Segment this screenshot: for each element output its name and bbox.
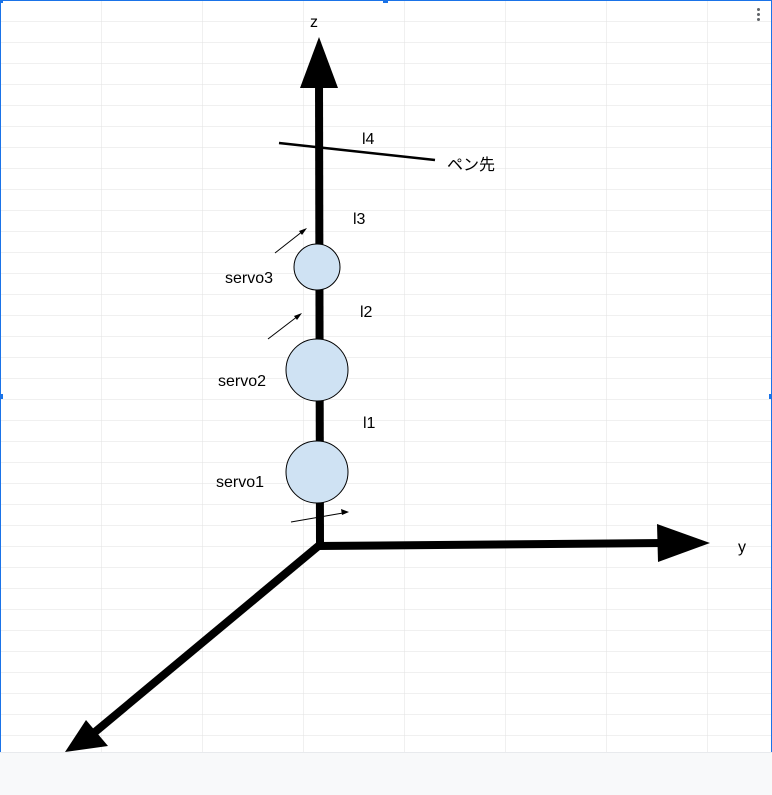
servo2-rotation-arrow[interactable] <box>267 313 302 340</box>
resize-handle-top-center[interactable] <box>383 0 388 3</box>
link-l1-label: l1 <box>363 415 376 432</box>
servo3-rotation-arrow[interactable] <box>274 228 307 254</box>
y-axis-label: y <box>738 539 746 556</box>
x-axis-arrowhead <box>65 720 108 752</box>
grid-background <box>0 0 772 752</box>
servo2-label: servo2 <box>218 373 266 390</box>
resize-handle-middle-right[interactable] <box>769 394 772 399</box>
pen-tip-label: ペン先 <box>447 155 495 174</box>
robot-arm-diagram[interactable]: z y l4 l3 l2 l1 ペン先 servo3 servo2 servo1 <box>0 0 772 752</box>
servo1-rotation-arrow[interactable] <box>290 509 349 523</box>
servo3-label: servo3 <box>225 270 273 287</box>
z-axis-label: z <box>310 14 318 31</box>
link-l4-label: l4 <box>362 131 375 148</box>
link-l3-label: l3 <box>353 211 366 228</box>
servo3-circle[interactable] <box>293 243 341 291</box>
resize-handle-middle-left[interactable] <box>0 394 3 399</box>
link-l2-label: l2 <box>360 304 373 321</box>
y-axis-arrowhead <box>657 524 710 562</box>
servo1-label: servo1 <box>216 474 264 491</box>
servo1-circle[interactable] <box>285 440 349 504</box>
more-options-icon[interactable] <box>752 8 764 26</box>
y-axis-line[interactable] <box>316 539 666 550</box>
selection-border-left <box>0 0 1 752</box>
servo2-circle[interactable] <box>285 338 349 402</box>
bottom-toolbar <box>0 752 772 795</box>
resize-handle-top-left[interactable] <box>0 0 3 3</box>
z-axis-arrowhead <box>300 37 338 88</box>
pen-tip-line[interactable] <box>278 141 436 162</box>
spreadsheet-grid: z y l4 l3 l2 l1 ペン先 servo3 servo2 servo1 <box>0 0 772 752</box>
x-axis-line[interactable] <box>92 539 325 736</box>
